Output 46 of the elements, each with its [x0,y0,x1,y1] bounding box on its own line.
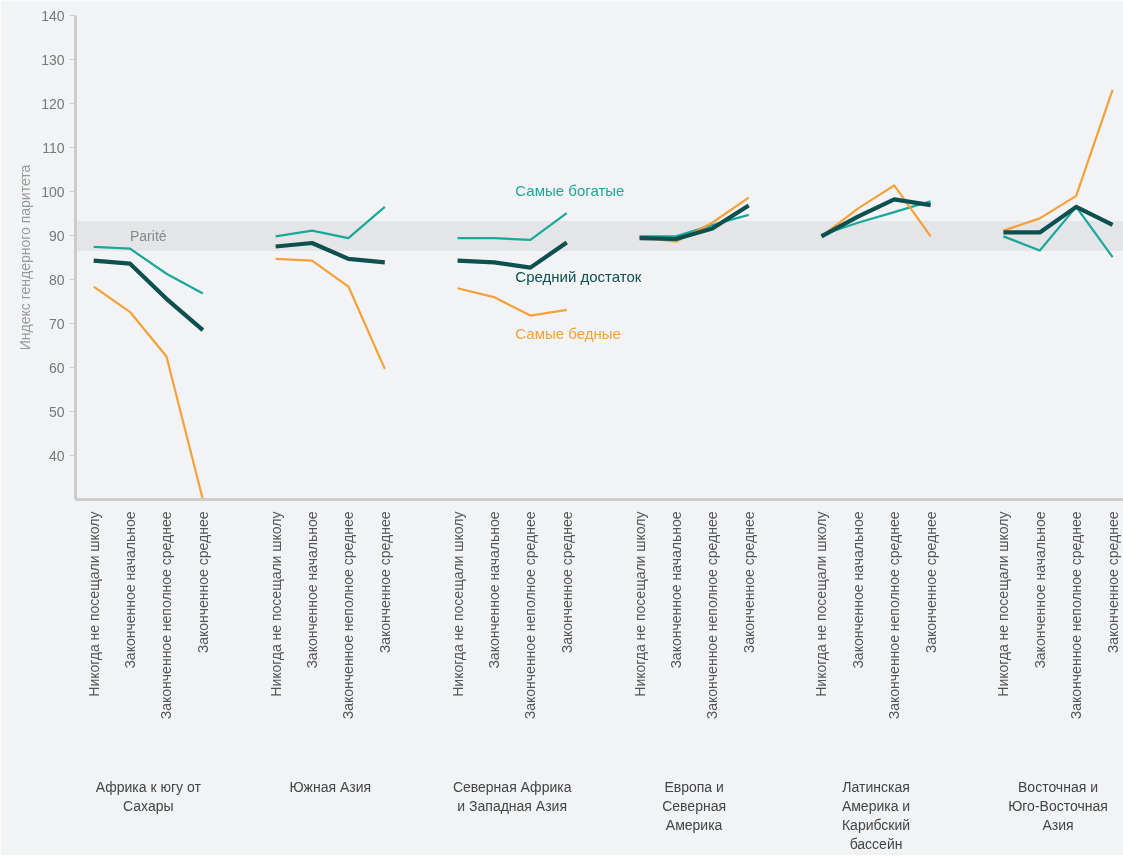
x-tick-label: Законченное неполное среднее [522,511,539,720]
x-tick-label: Законченное неполное среднее [886,511,903,720]
x-tick-label: Законченное неполное среднее [704,511,721,720]
y-tick-label: 90 [48,227,65,244]
series-label: Средний достаток [515,267,642,285]
y-axis-title: Индекс гендерного паритета [17,164,34,351]
x-tick-label: Законченное начальное [849,511,866,669]
x-tick-label: Никогда не посещали школу [995,511,1012,697]
text: Латинская Америка и Карибский бассейн [841,778,911,853]
x-tick-label: Никогда не посещали школу [267,511,284,697]
text: Южная Азия [289,778,372,795]
x-tick-label: Законченное среднее [740,511,757,654]
x-tick-label: Никогда не посещали школу [813,511,830,697]
y-tick-label: 60 [48,359,65,376]
x-tick-label: Законченное начальное [485,511,502,669]
text: Африка к югу от Сахары [95,778,202,814]
y-tick-label: 140 [41,7,65,24]
series-label: Самые бедные [515,324,621,342]
x-tick-label: Законченное неполное среднее [340,511,357,720]
y-tick-label: 130 [41,51,65,68]
x-tick-label: Никогда не посещали школу [449,511,466,697]
y-tick-label: 120 [41,95,65,112]
x-tick-label: Законченное среднее [1104,511,1121,654]
x-tick-label: Законченное среднее [922,511,939,654]
x-tick-label: Законченное начальное [1031,511,1048,669]
x-tick-label: Законченное среднее [194,511,211,654]
y-tick-label: 100 [41,183,65,200]
y-tick-label: 110 [42,139,65,156]
y-tick-label: 70 [48,315,65,332]
text: Восточная и Юго-Восточная Азия [1008,778,1108,833]
x-tick-label: Законченное среднее [376,511,393,654]
y-tick-label: 40 [48,447,65,464]
x-tick-label: Законченное неполное среднее [1068,511,1085,720]
y-tick-label: 50 [48,403,65,420]
text: Северная Африка и Западная Азия [452,778,572,814]
y-tick-label: 80 [48,271,65,288]
x-tick-label: Никогда не посещали школу [631,511,648,697]
text: Европа и Северная Америка [662,778,727,833]
x-tick-label: Законченное начальное [667,511,684,669]
x-tick-label: Законченное среднее [558,511,575,654]
band-label: Parité [129,227,167,244]
x-tick-label: Законченное начальное [122,511,139,669]
x-tick-label: Законченное неполное среднее [158,511,175,720]
series-label: Самые богатые [515,182,625,200]
x-tick-label: Никогда не посещали школу [85,511,102,697]
x-tick-label: Законченное начальное [304,511,321,669]
